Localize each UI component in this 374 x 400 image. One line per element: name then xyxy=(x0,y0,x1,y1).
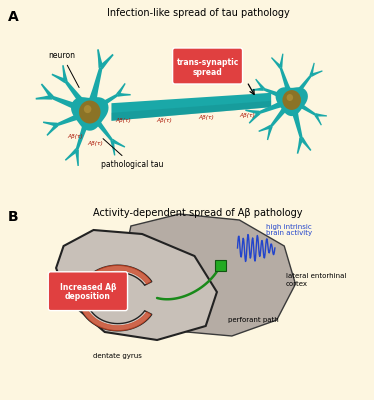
Polygon shape xyxy=(99,54,114,69)
Polygon shape xyxy=(79,265,152,331)
Polygon shape xyxy=(62,65,68,82)
Polygon shape xyxy=(52,74,67,83)
Polygon shape xyxy=(41,84,53,99)
Polygon shape xyxy=(51,96,91,117)
Text: pathological tau: pathological tau xyxy=(101,139,163,169)
Polygon shape xyxy=(118,93,131,97)
Text: Aβ(τ): Aβ(τ) xyxy=(239,113,255,118)
Polygon shape xyxy=(71,97,108,131)
Polygon shape xyxy=(46,123,58,136)
Polygon shape xyxy=(289,74,312,102)
FancyBboxPatch shape xyxy=(48,272,128,310)
Polygon shape xyxy=(315,114,322,126)
Text: Aβ(τ): Aβ(τ) xyxy=(88,141,103,146)
Text: Aβ(τ): Aβ(τ) xyxy=(116,118,131,123)
Polygon shape xyxy=(270,98,295,128)
Polygon shape xyxy=(258,125,272,132)
Polygon shape xyxy=(88,94,119,116)
Circle shape xyxy=(84,105,91,113)
Text: Infection-like spread of tau pathology: Infection-like spread of tau pathology xyxy=(107,8,289,18)
Polygon shape xyxy=(263,88,293,104)
Text: Aβ(τ): Aβ(τ) xyxy=(157,118,172,123)
Polygon shape xyxy=(271,57,282,69)
Text: Activity-dependent spread of Aβ pathology: Activity-dependent spread of Aβ patholog… xyxy=(94,208,303,218)
Polygon shape xyxy=(310,70,323,77)
Polygon shape xyxy=(279,67,295,101)
Text: perforant path: perforant path xyxy=(228,317,279,323)
Polygon shape xyxy=(97,49,103,68)
Text: trans-synaptic: trans-synaptic xyxy=(177,58,239,67)
Text: high intrinsic
brain activity: high intrinsic brain activity xyxy=(266,224,312,236)
Polygon shape xyxy=(64,80,93,115)
Polygon shape xyxy=(56,108,91,126)
Polygon shape xyxy=(258,96,293,114)
Text: dentate gyrus: dentate gyrus xyxy=(94,353,142,359)
Polygon shape xyxy=(79,265,151,331)
Polygon shape xyxy=(290,97,316,116)
Polygon shape xyxy=(255,79,265,90)
Text: Increased Aβ: Increased Aβ xyxy=(59,283,116,292)
Polygon shape xyxy=(300,137,312,151)
Bar xyxy=(215,260,226,271)
Polygon shape xyxy=(297,138,303,154)
Polygon shape xyxy=(76,110,94,150)
Polygon shape xyxy=(249,111,260,124)
Circle shape xyxy=(286,94,293,101)
Polygon shape xyxy=(288,99,303,139)
Text: A: A xyxy=(7,10,18,24)
Polygon shape xyxy=(251,87,264,91)
Text: lateral entorhinal
cortex: lateral entorhinal cortex xyxy=(286,274,346,286)
Text: deposition: deposition xyxy=(65,292,111,301)
Polygon shape xyxy=(36,95,52,100)
Polygon shape xyxy=(43,122,57,127)
Polygon shape xyxy=(310,63,315,76)
Polygon shape xyxy=(116,83,126,96)
Text: Aβ(τ): Aβ(τ) xyxy=(67,134,83,139)
Polygon shape xyxy=(110,140,115,156)
Text: neuron: neuron xyxy=(49,51,79,88)
Text: spread: spread xyxy=(193,68,223,77)
FancyBboxPatch shape xyxy=(172,48,242,84)
Polygon shape xyxy=(245,110,260,115)
Polygon shape xyxy=(316,113,327,117)
Polygon shape xyxy=(87,110,113,142)
Circle shape xyxy=(79,100,101,124)
Polygon shape xyxy=(279,54,283,68)
Polygon shape xyxy=(276,87,308,116)
Polygon shape xyxy=(111,101,271,121)
Polygon shape xyxy=(85,67,102,113)
Text: B: B xyxy=(7,210,18,224)
Polygon shape xyxy=(75,150,79,166)
Polygon shape xyxy=(111,93,271,121)
Circle shape xyxy=(282,90,301,110)
Polygon shape xyxy=(56,230,217,340)
Polygon shape xyxy=(120,214,295,336)
Polygon shape xyxy=(267,126,273,140)
Text: Aβ(τ): Aβ(τ) xyxy=(198,115,214,120)
Polygon shape xyxy=(111,139,125,148)
Polygon shape xyxy=(65,148,78,161)
